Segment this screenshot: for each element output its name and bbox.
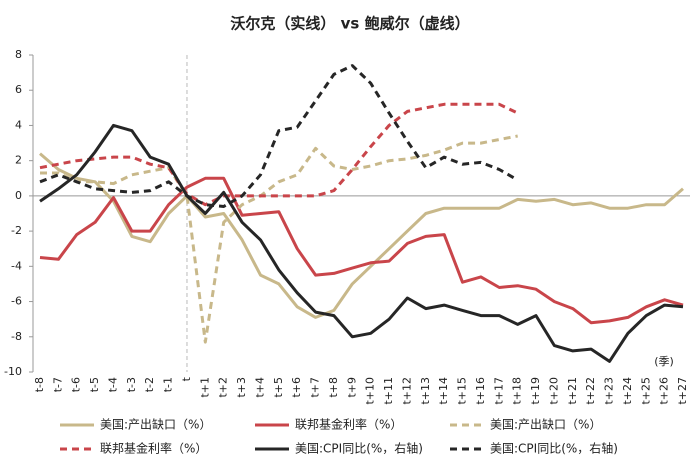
legend-label: 美国:CPI同比(%，右轴) bbox=[295, 441, 423, 456]
y-tick-label: -6 bbox=[11, 295, 22, 308]
x-tick-label: t+5 bbox=[272, 377, 285, 398]
x-tick-label: t+12 bbox=[400, 377, 413, 405]
x-tick-label: t+8 bbox=[327, 377, 340, 398]
annotation: (季) bbox=[654, 355, 674, 368]
x-tick-label: t+15 bbox=[456, 377, 469, 405]
x-tick-label: t+3 bbox=[235, 377, 248, 398]
x-tick-label: t-6 bbox=[70, 377, 83, 392]
y-tick-label: -8 bbox=[11, 330, 22, 343]
x-tick-label: t+22 bbox=[584, 377, 597, 405]
x-tick-label: t-5 bbox=[88, 377, 101, 392]
x-tick-label: t+25 bbox=[639, 377, 652, 405]
x-tick-label: t+16 bbox=[474, 377, 487, 405]
x-tick-label: t+19 bbox=[529, 377, 542, 405]
legend-label: 联邦基金利率（%） bbox=[295, 417, 402, 432]
series-line bbox=[39, 176, 684, 325]
x-tick-label: t+1 bbox=[198, 377, 211, 398]
series-line bbox=[40, 134, 518, 344]
x-tick-label: t+20 bbox=[547, 377, 560, 405]
legend-label: 美国:产出缺口（%） bbox=[490, 417, 601, 432]
x-tick-label: t+24 bbox=[621, 377, 634, 405]
x-tick-label: t+17 bbox=[492, 377, 505, 405]
y-tick-label: 6 bbox=[15, 83, 22, 96]
x-tick-label: t+26 bbox=[658, 377, 671, 405]
y-tick-label: 8 bbox=[15, 48, 22, 61]
legend-label: 美国:产出缺口（%） bbox=[100, 417, 211, 432]
y-tick-label: -4 bbox=[11, 259, 22, 272]
x-tick-label: t+9 bbox=[345, 377, 358, 398]
series-line bbox=[39, 123, 684, 363]
x-tick-label: t+4 bbox=[253, 377, 266, 398]
y-tick-label: 4 bbox=[15, 118, 22, 131]
x-tick-label: t-3 bbox=[125, 377, 138, 392]
y-tick-label: -2 bbox=[11, 224, 22, 237]
x-tick-label: t-2 bbox=[143, 377, 156, 392]
x-tick-label: t+27 bbox=[676, 377, 689, 405]
x-tick-label: t+14 bbox=[437, 377, 450, 405]
x-tick-label: t+6 bbox=[290, 377, 303, 398]
legend: 美国:产出缺口（%） 联邦基金利率（%） 美国:产出缺口（%） 联邦基金利率（%） 美国… bbox=[60, 417, 618, 456]
x-tick-label: t bbox=[180, 376, 193, 381]
x-tick-label: t+13 bbox=[419, 377, 432, 405]
x-tick-label: t+18 bbox=[511, 377, 524, 405]
y-tick-label: 2 bbox=[15, 154, 22, 167]
x-tick-label: t+21 bbox=[566, 377, 579, 405]
x-tick-label: t-4 bbox=[106, 377, 119, 392]
y-tick-label: 0 bbox=[15, 189, 22, 202]
legend-label: 美国:CPI同比(%，右轴) bbox=[490, 441, 618, 456]
series-line bbox=[39, 64, 519, 208]
y-tick-label: -10 bbox=[4, 365, 22, 378]
x-tick-label: t-8 bbox=[33, 377, 46, 392]
legend-label: 联邦基金利率（%） bbox=[100, 441, 207, 456]
x-tick-label: t+2 bbox=[217, 377, 230, 398]
series-line bbox=[39, 152, 684, 319]
x-tick-label: t+23 bbox=[603, 377, 616, 405]
x-tick-label: t+10 bbox=[364, 377, 377, 405]
x-tick-label: t+11 bbox=[382, 377, 395, 405]
chart-title: 沃尔克（实线） vs 鲍威尔（虚线） bbox=[230, 15, 469, 33]
x-tick-label: t+7 bbox=[309, 377, 322, 398]
x-tick-label: t-7 bbox=[51, 377, 64, 392]
x-tick-label: t-1 bbox=[162, 377, 175, 392]
